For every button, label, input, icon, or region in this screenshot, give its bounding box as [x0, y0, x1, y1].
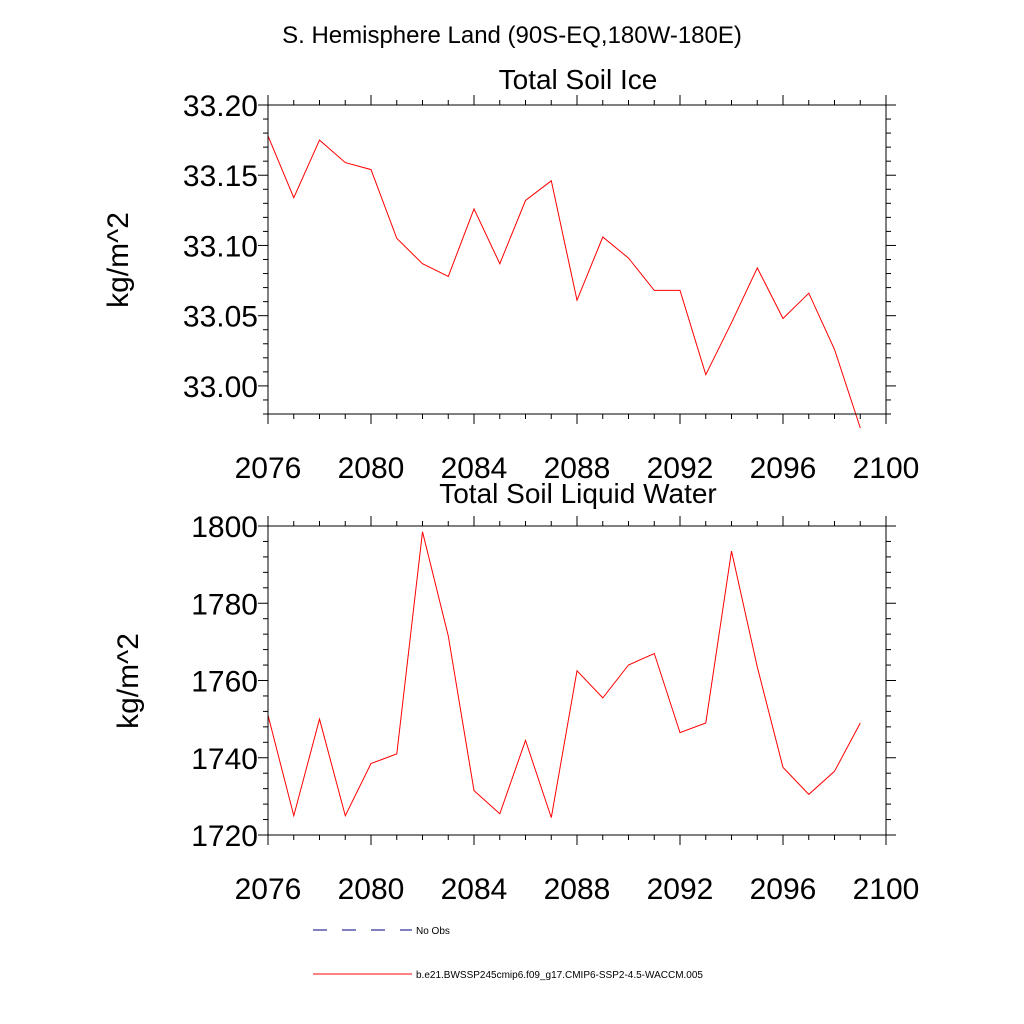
x-tick-label: 2092: [647, 452, 714, 485]
y-tick-label: 1800: [191, 511, 258, 544]
series-line: [267, 135, 861, 429]
main-title: S. Hemisphere Land (90S-EQ,180W-180E): [282, 22, 742, 49]
x-tick-label: 2080: [338, 452, 405, 485]
plot-area: 2076 2080 2084 2088 2092 2096 2100 1720 1740 1760…: [191, 511, 919, 906]
y-tick-label: 1780: [191, 588, 258, 621]
x-tick-label: 2084: [441, 873, 508, 906]
y-tick-label: 33.20: [183, 90, 258, 123]
plot-frame: [267, 525, 887, 836]
y-tick-label: 33.05: [183, 301, 258, 334]
x-tick-label: 2084: [441, 452, 508, 485]
panel-title: Total Soil Ice: [499, 64, 658, 95]
x-tick-label: 2088: [544, 452, 611, 485]
y-tick-label: 1720: [191, 820, 258, 853]
legend-label-model: b.e21.BWSSP245cmip6.f09_g17.CMIP6-SSP2-4…: [416, 970, 703, 981]
x-tick-label: 2080: [338, 873, 405, 906]
x-tick-label: 2092: [647, 873, 714, 906]
series-line: [267, 531, 861, 818]
x-tick-label: 2100: [853, 452, 920, 485]
y-tick-label: 33.00: [183, 371, 258, 404]
y-axis-label: kg/m^2: [112, 633, 145, 729]
x-tick-label: 2100: [853, 873, 920, 906]
panel-total-soil-liquid-water: Total Soil Liquid Water kg/m^2 2076 2080 2…: [112, 478, 919, 906]
x-tick-label: 2076: [235, 873, 302, 906]
y-axis-label: kg/m^2: [102, 212, 135, 308]
panel-title: Total Soil Liquid Water: [439, 478, 717, 509]
panel-total-soil-ice: Total Soil Ice kg/m^2 2076 2080 2084 2088 20…: [102, 64, 919, 485]
y-tick-label: 1760: [191, 666, 258, 699]
y-tick-label: 1740: [191, 743, 258, 776]
x-tick-label: 2088: [544, 873, 611, 906]
x-tick-label: 2076: [235, 452, 302, 485]
plot-area: 2076 2080 2084 2088 2092 2096 2100 33.00 33.05 33…: [183, 90, 919, 485]
x-tick-label: 2096: [750, 452, 817, 485]
y-tick-label: 33.10: [183, 230, 258, 263]
x-tick-label: 2096: [750, 873, 817, 906]
plot-frame: [267, 104, 887, 415]
legend-label-no-obs: No Obs: [416, 926, 450, 937]
legend: No Obs b.e21.BWSSP245cmip6.f09_g17.CMIP6…: [313, 926, 703, 981]
y-tick-label: 33.15: [183, 160, 258, 193]
